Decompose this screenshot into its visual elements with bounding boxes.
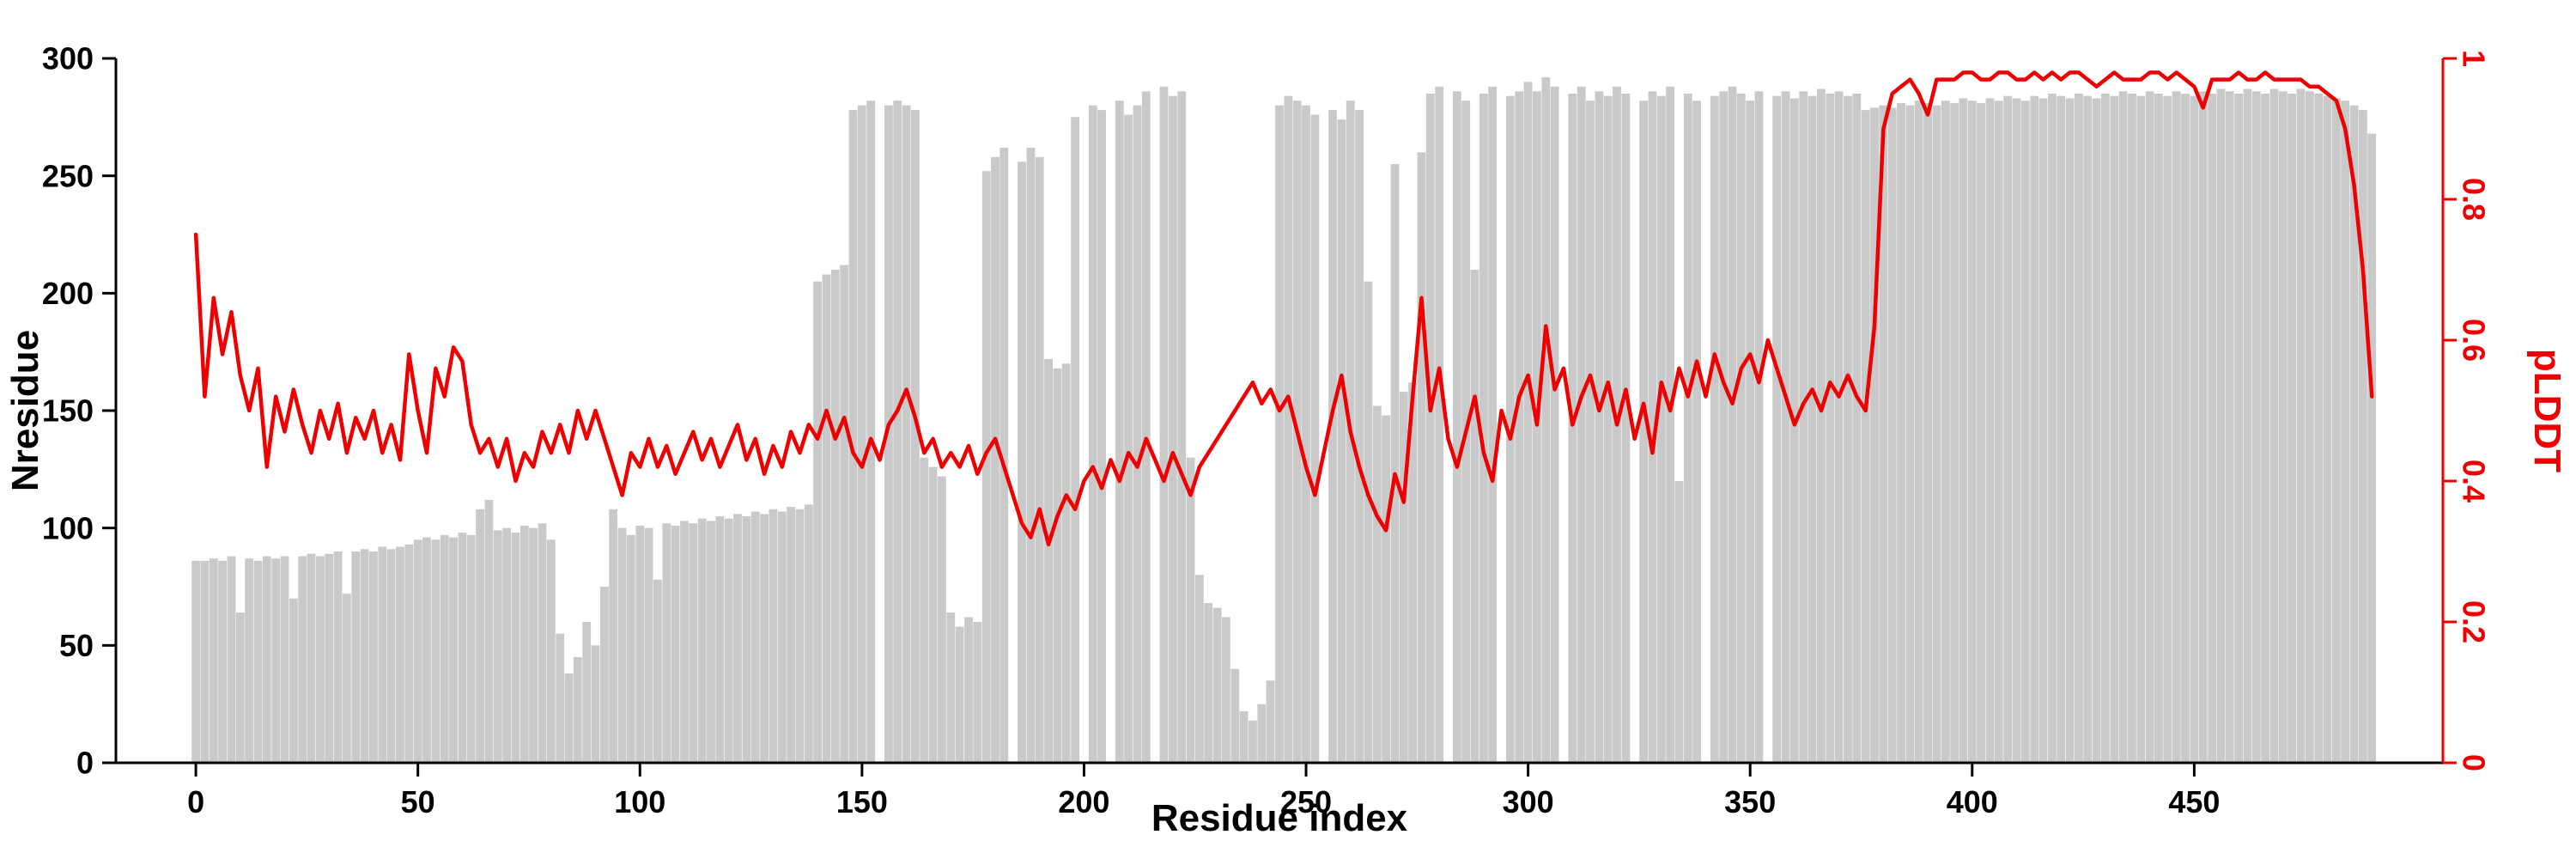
svg-text:50: 50 bbox=[401, 784, 435, 819]
svg-text:0: 0 bbox=[2456, 754, 2491, 771]
x-axis-title: Residue index bbox=[1151, 797, 1408, 839]
svg-text:0.4: 0.4 bbox=[2456, 460, 2491, 503]
svg-text:100: 100 bbox=[42, 510, 94, 545]
svg-text:300: 300 bbox=[42, 41, 94, 76]
svg-text:400: 400 bbox=[1947, 784, 1998, 819]
svg-text:50: 50 bbox=[59, 628, 94, 663]
svg-text:0.6: 0.6 bbox=[2456, 319, 2491, 362]
svg-text:0: 0 bbox=[76, 746, 94, 781]
svg-text:0: 0 bbox=[187, 784, 204, 819]
svg-text:250: 250 bbox=[42, 158, 94, 193]
svg-text:100: 100 bbox=[614, 784, 665, 819]
svg-text:1: 1 bbox=[2456, 50, 2491, 67]
svg-text:0.8: 0.8 bbox=[2456, 178, 2491, 221]
svg-text:0.2: 0.2 bbox=[2456, 600, 2491, 643]
svg-text:150: 150 bbox=[836, 784, 888, 819]
svg-text:350: 350 bbox=[1724, 784, 1776, 819]
right-axis-title: pLDDT bbox=[2526, 348, 2568, 473]
svg-text:300: 300 bbox=[1503, 784, 1554, 819]
svg-text:250: 250 bbox=[1280, 784, 1332, 819]
left-axis-title: Nresidue bbox=[4, 329, 46, 492]
svg-text:200: 200 bbox=[1058, 784, 1109, 819]
svg-text:150: 150 bbox=[42, 393, 94, 429]
svg-text:450: 450 bbox=[2168, 784, 2220, 819]
svg-text:200: 200 bbox=[42, 276, 94, 311]
